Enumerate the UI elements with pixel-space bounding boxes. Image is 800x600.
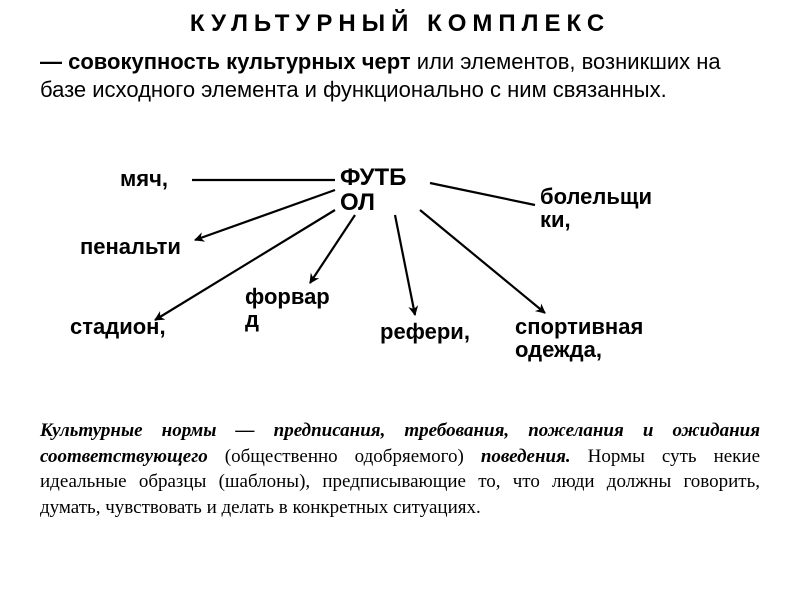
node-forward: форвар д [245, 285, 330, 331]
definition-bold: совокупность культурных черт [68, 49, 411, 74]
node-ball: мяч, [120, 167, 168, 190]
node-referee: рефери, [380, 320, 470, 343]
center-node: ФУТБ ОЛ [340, 165, 406, 215]
node-penalty: пенальти [80, 235, 181, 258]
definition-block: — совокупность культурных черт или элеме… [40, 48, 760, 103]
arrow-5 [420, 210, 545, 313]
para-seg-2: поведения. [481, 446, 571, 467]
slide-root: КУЛЬТУРНЫЙ КОМПЛЕКС — совокупность культ… [0, 0, 800, 600]
definition-dash: — [40, 49, 62, 74]
arrow-4 [395, 215, 415, 315]
arrow-3 [310, 215, 355, 283]
norms-paragraph: Культурные нормы — предписания, требован… [40, 418, 760, 521]
node-stadium: стадион, [70, 315, 166, 338]
para-seg-1: (общественно одобря­емого) [225, 446, 481, 467]
arrow-6 [430, 183, 535, 205]
node-fans: болельщи ки, [540, 185, 652, 231]
node-clothes: спортивная одежда, [515, 315, 643, 361]
arrow-1 [195, 190, 335, 240]
slide-title: КУЛЬТУРНЫЙ КОМПЛЕКС [0, 10, 800, 38]
concept-diagram: ФУТБ ОЛ мяч, пенальти стадион, форвар д рефер… [0, 155, 800, 405]
